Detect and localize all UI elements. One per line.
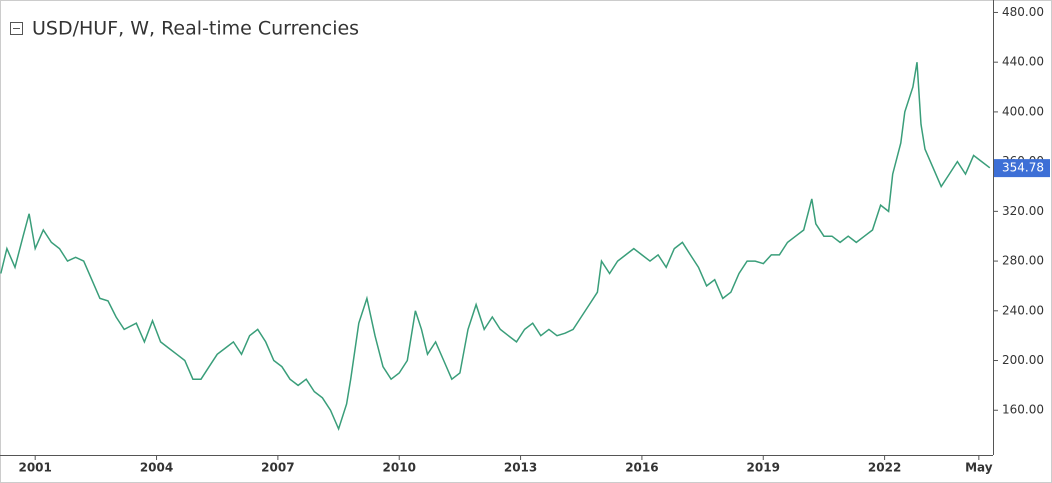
x-tick-label: 2013 <box>504 461 537 475</box>
y-tick-label: 320.00 <box>1002 204 1044 218</box>
x-tick-label: 2001 <box>18 461 51 475</box>
y-tick-label: 200.00 <box>1002 353 1044 367</box>
x-tick-label: 2004 <box>140 461 173 475</box>
x-tick-label: 2010 <box>383 461 416 475</box>
last-price-box <box>994 159 1050 178</box>
x-tick-label: 2019 <box>747 461 780 475</box>
y-tick-label: 400.00 <box>1002 104 1044 118</box>
chart-title: USD/HUF, W, Real-time Currencies <box>32 18 359 40</box>
x-tick-label: 2022 <box>868 461 901 475</box>
y-tick-label: 480.00 <box>1002 5 1044 19</box>
y-tick-label: 280.00 <box>1002 254 1044 268</box>
x-tick-label: 2016 <box>625 461 658 475</box>
y-tick-label: 160.00 <box>1002 403 1044 417</box>
x-tick-label: 2007 <box>261 461 294 475</box>
price-line <box>0 62 991 432</box>
y-tick-label: 240.00 <box>1002 303 1044 317</box>
y-tick-label: 440.00 <box>1002 55 1044 69</box>
x-tick-label: May <box>965 461 993 475</box>
last-price-label: 354.78 <box>1002 161 1044 175</box>
